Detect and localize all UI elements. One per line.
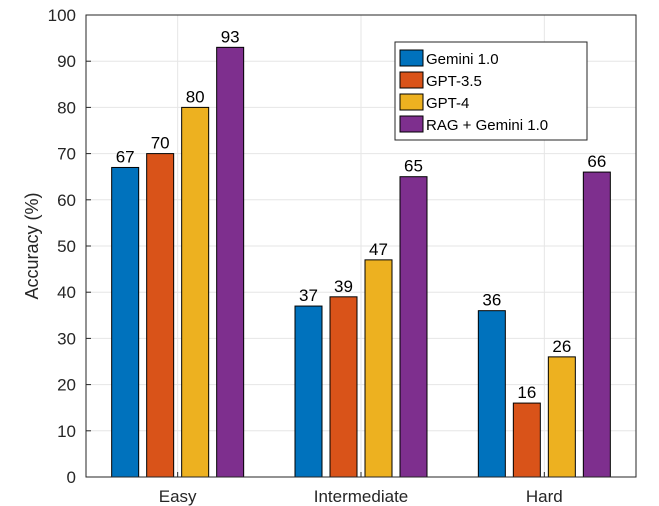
y-tick-label: 80: [57, 98, 76, 117]
y-tick-label: 100: [48, 6, 76, 25]
data-label: 65: [404, 157, 423, 176]
legend: Gemini 1.0 GPT-3.5 GPT-4 RAG + Gemini 1.0: [394, 41, 588, 141]
bar: [146, 153, 175, 478]
legend-swatch: [399, 71, 424, 89]
data-label: 37: [299, 286, 318, 305]
data-label: 70: [151, 134, 170, 153]
y-tick-label: 70: [57, 145, 76, 164]
bar: [216, 46, 245, 478]
data-label: 26: [552, 337, 571, 356]
bar: [181, 106, 210, 478]
y-tick-label: 0: [67, 468, 76, 487]
bar: [329, 296, 358, 478]
y-tick-label: 60: [57, 191, 76, 210]
y-tick-label: 90: [57, 52, 76, 71]
y-tick-label: 20: [57, 376, 76, 395]
legend-swatch: [399, 115, 424, 133]
bar: [477, 310, 506, 478]
bar: [547, 356, 576, 478]
legend-label: Gemini 1.0: [426, 51, 499, 68]
x-axis-ticks: Easy Intermediate Hard: [159, 472, 563, 506]
data-labels: 67 70 80 93 37 39 47 65 36 16 26 66: [116, 27, 607, 402]
y-tick-label: 10: [57, 422, 76, 441]
bar: [294, 305, 323, 478]
data-label: 39: [334, 277, 353, 296]
data-label: 93: [221, 27, 240, 46]
bar: [512, 402, 541, 478]
data-label: 80: [186, 87, 205, 106]
data-label: 47: [369, 240, 388, 259]
bar: [364, 259, 393, 478]
x-tick-label: Intermediate: [314, 487, 409, 506]
y-axis-ticks: 0 10 20 30 40 50 60 70 80 90 100: [48, 6, 91, 487]
legend-swatch: [399, 93, 424, 111]
legend-label: GPT-3.5: [426, 73, 482, 90]
data-label: 66: [587, 152, 606, 171]
data-label: 16: [517, 383, 536, 402]
bar: [399, 176, 428, 478]
y-tick-label: 40: [57, 283, 76, 302]
bar: [111, 166, 140, 478]
legend-swatch: [399, 49, 424, 67]
y-tick-label: 50: [57, 237, 76, 256]
data-label: 36: [482, 291, 501, 310]
bar: [582, 171, 611, 478]
legend-label: RAG + Gemini 1.0: [426, 117, 548, 134]
x-tick-label: Easy: [159, 487, 197, 506]
legend-label: GPT-4: [426, 95, 469, 112]
data-label: 67: [116, 147, 135, 166]
y-tick-label: 30: [57, 329, 76, 348]
x-tick-label: Hard: [526, 487, 563, 506]
legend-box: [394, 41, 588, 141]
y-axis-title: Accuracy (%): [22, 192, 42, 299]
bars: [111, 46, 611, 478]
